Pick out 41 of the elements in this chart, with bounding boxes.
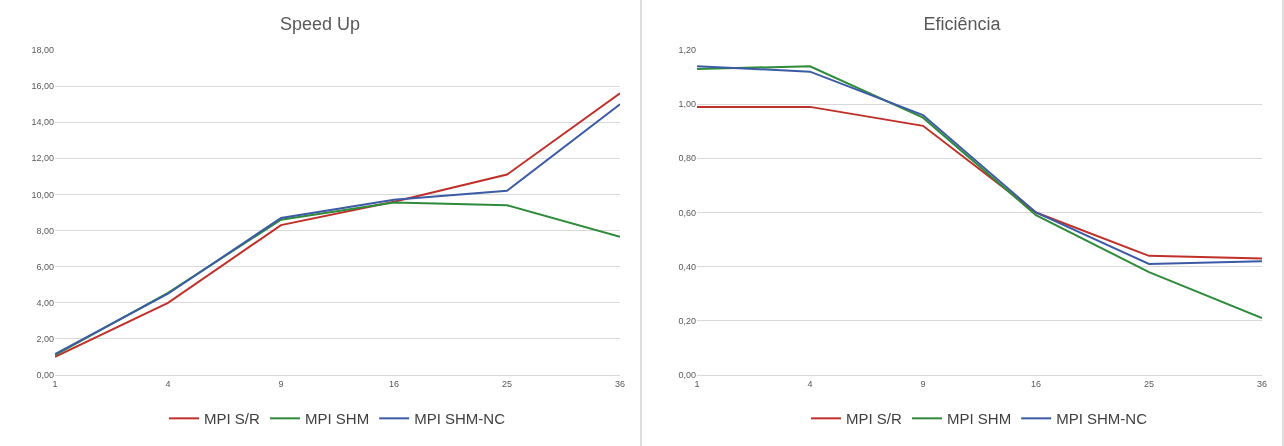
legend-label: MPI SHM xyxy=(947,410,1012,428)
x-tick-label: 16 xyxy=(388,378,400,389)
x-tick-label: 1 xyxy=(52,378,58,389)
y-tick-label: 0,60 xyxy=(678,207,696,218)
x-tick-label: 9 xyxy=(920,378,926,389)
legend-label: MPI SHM-NC xyxy=(414,410,506,428)
chart-title: Eficiência xyxy=(923,14,1002,35)
y-tick-label: 16,00 xyxy=(31,81,54,92)
y-tick-label: 0,00 xyxy=(678,370,696,381)
y-tick-label: 0,40 xyxy=(678,261,696,272)
legend-label: MPI S/R xyxy=(846,410,903,428)
y-tick-label: 0,20 xyxy=(678,315,696,326)
y-tick-label: 8,00 xyxy=(36,225,54,236)
line-series xyxy=(697,105,1262,260)
y-tick-label: 14,00 xyxy=(31,117,54,128)
line-series xyxy=(697,65,1262,265)
x-tick-label: 16 xyxy=(1030,378,1042,389)
y-tick-label: 0,80 xyxy=(678,153,696,164)
legend-label: MPI SHM xyxy=(305,410,370,428)
legend-label: MPI SHM-NC xyxy=(1056,410,1148,428)
y-tick-label: 1,00 xyxy=(678,99,696,110)
x-tick-label: 36 xyxy=(614,378,626,389)
line-series xyxy=(55,201,620,357)
y-tick-label: 2,00 xyxy=(36,334,54,345)
y-tick-label: 12,00 xyxy=(31,153,54,164)
x-tick-label: 1 xyxy=(694,378,700,389)
chart-title: Speed Up xyxy=(279,14,361,35)
x-tick-label: 9 xyxy=(278,378,284,389)
x-tick-label: 25 xyxy=(1143,378,1155,389)
x-tick-label: 25 xyxy=(501,378,513,389)
x-tick-label: 4 xyxy=(807,378,813,389)
y-tick-label: 0,00 xyxy=(36,370,54,381)
y-tick-label: 18,00 xyxy=(31,45,54,56)
legend-label: MPI S/R xyxy=(204,410,261,428)
x-tick-label: 36 xyxy=(1256,378,1268,389)
line-series xyxy=(697,65,1262,320)
x-tick-label: 4 xyxy=(165,378,171,389)
y-tick-label: 6,00 xyxy=(36,261,54,272)
y-tick-label: 4,00 xyxy=(36,297,54,308)
y-tick-label: 10,00 xyxy=(31,189,54,200)
y-tick-label: 1,20 xyxy=(678,45,696,56)
